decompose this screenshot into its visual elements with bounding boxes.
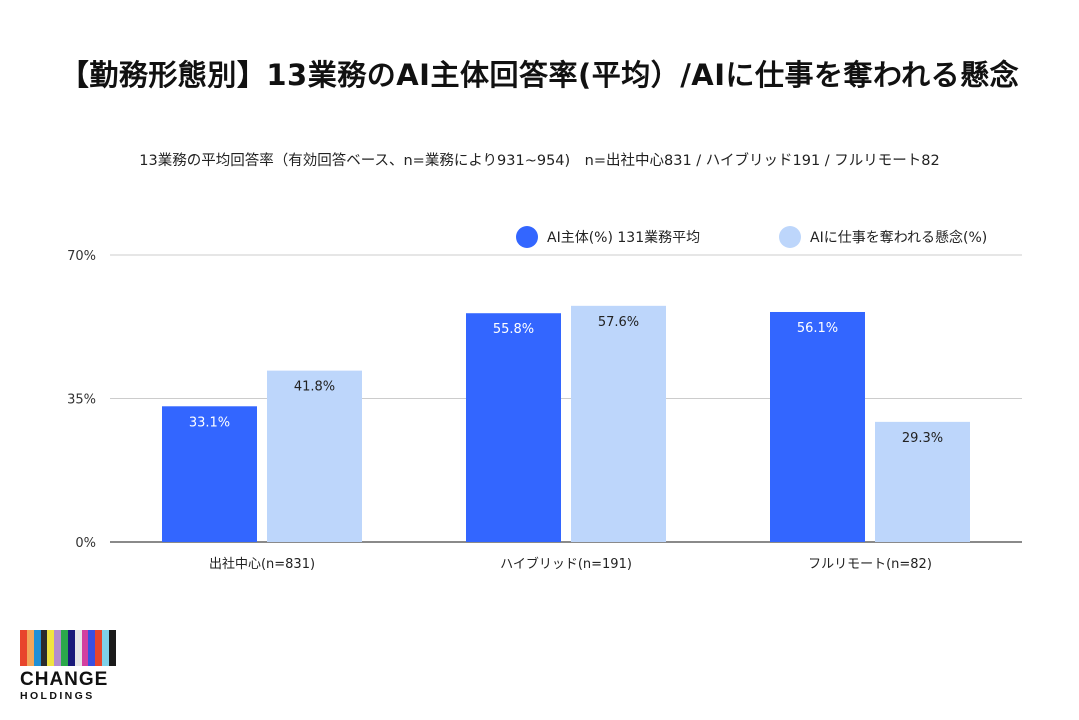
- bar: [571, 305, 666, 542]
- legend-label: AIに仕事を奪われる懸念(%): [810, 229, 987, 246]
- logo-text-line2: HOLDINGS: [20, 690, 95, 702]
- data-label: 41.8%: [294, 380, 335, 395]
- chart-subtitle: 13業務の平均回答率（有効回答ベース、n=業務により931~954) n=出社中…: [139, 153, 940, 169]
- legend-label: AI主体(%) 131業務平均: [547, 230, 700, 246]
- logo-text-line1: CHANGE: [20, 669, 109, 690]
- logo-stripe: [67, 630, 75, 666]
- logo-stripe: [40, 630, 48, 666]
- logo-stripe: [95, 630, 103, 666]
- data-label: 55.8%: [493, 322, 534, 337]
- logo-stripe: [20, 630, 27, 666]
- bar: [267, 370, 362, 542]
- x-tick-label: 出社中心(n=831): [209, 556, 315, 572]
- chart-title: 【勤務形態別】13業務のAI主体回答率(平均）/AIに仕事を奪われる懸念: [59, 58, 1020, 92]
- logo-stripe: [61, 630, 68, 666]
- legend-marker: [516, 226, 538, 248]
- logo-stripe: [88, 630, 96, 666]
- logo-stripe: [54, 630, 62, 666]
- company-logo: CHANGE HOLDINGS: [20, 630, 116, 703]
- logo-stripe: [26, 630, 34, 666]
- y-tick-label: 0%: [75, 536, 96, 551]
- x-tick-label: ハイブリッド(n=191): [500, 556, 632, 572]
- logo-stripe: [33, 630, 41, 666]
- bar: [770, 311, 865, 542]
- y-tick-label: 70%: [67, 249, 96, 264]
- data-label: 33.1%: [189, 415, 230, 430]
- logo-stripe: [102, 630, 109, 666]
- bar: [162, 406, 257, 542]
- legend-marker: [779, 226, 801, 248]
- bar: [466, 313, 561, 542]
- data-label: 57.6%: [598, 315, 639, 330]
- data-label: 56.1%: [797, 321, 838, 336]
- logo-stripe: [81, 630, 89, 666]
- logo-stripes: [20, 630, 116, 666]
- y-tick-label: 35%: [67, 393, 96, 408]
- data-label: 29.3%: [902, 431, 943, 446]
- bar: [875, 421, 970, 542]
- logo-stripe: [74, 630, 82, 666]
- logo-stripe: [108, 630, 116, 666]
- x-tick-label: フルリモート(n=82): [808, 557, 932, 572]
- logo-stripe: [47, 630, 55, 666]
